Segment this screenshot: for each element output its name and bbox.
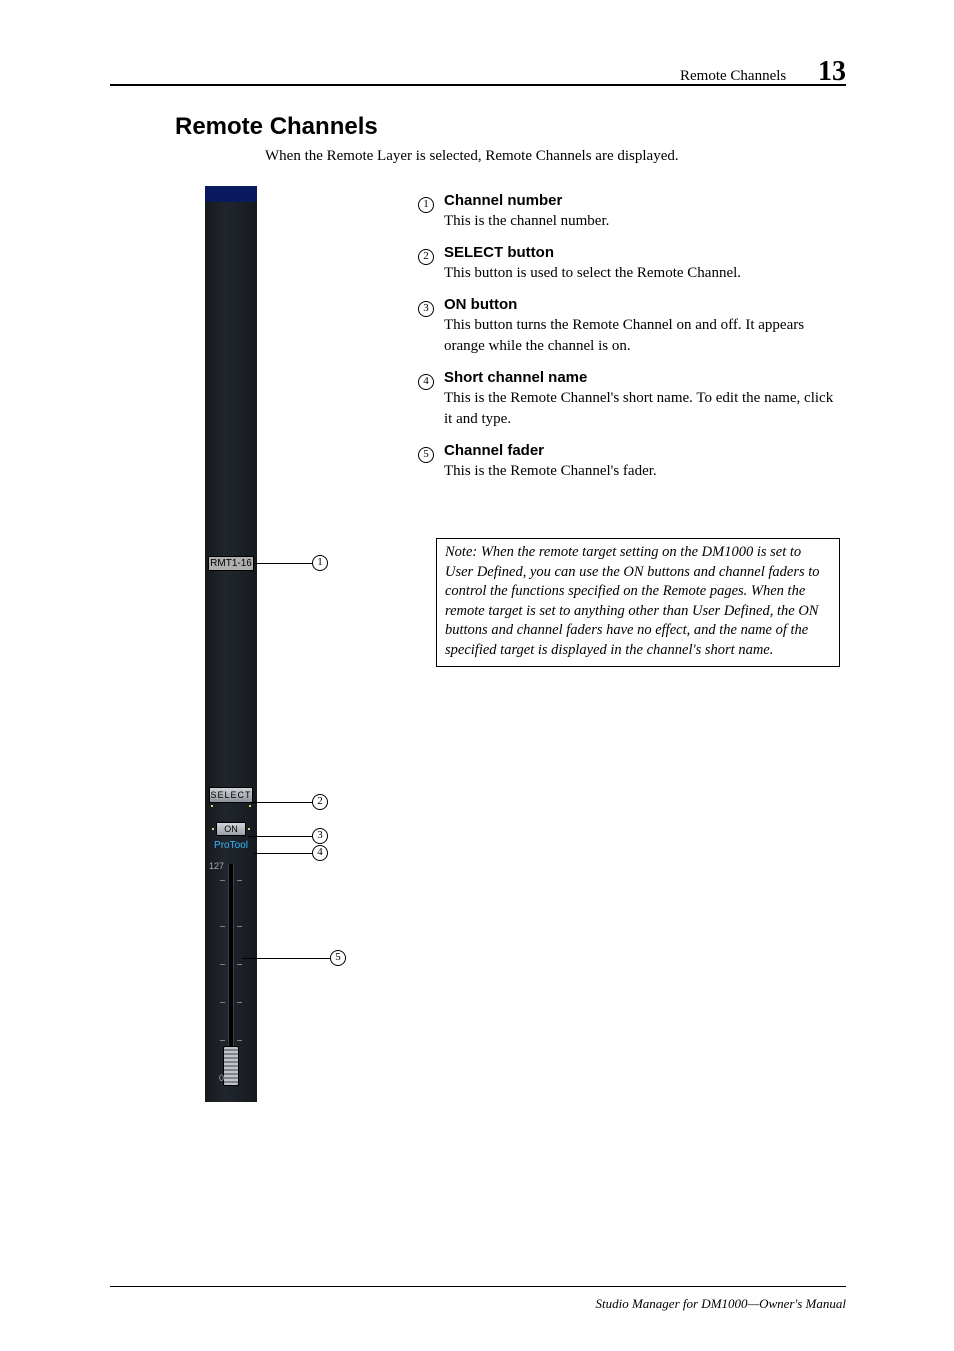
item-title: SELECT button — [444, 242, 554, 263]
callout-line — [254, 853, 312, 854]
note-box: Note: When the remote target setting on … — [436, 538, 840, 667]
callout-number-icon: 5 — [330, 950, 346, 966]
callout-number-icon: 2 — [312, 794, 328, 810]
item-number-icon: 5 — [418, 447, 434, 463]
item-body: This is the Remote Channel's short name.… — [444, 388, 838, 430]
callout-line — [252, 802, 312, 803]
item-body: This button turns the Remote Channel on … — [444, 315, 838, 357]
fader-scale-bottom: 0 — [219, 1072, 224, 1085]
callout-number-icon: 3 — [312, 828, 328, 844]
page-title: Remote Channels — [175, 110, 378, 144]
fader-scale-top: 127 — [209, 860, 224, 873]
fader-tick — [237, 1002, 242, 1003]
item-body: This is the Remote Channel's fader. — [444, 461, 838, 482]
callout-line — [242, 958, 330, 959]
callout: 5 — [242, 950, 346, 966]
item-title: Channel fader — [444, 440, 544, 461]
header-rule — [110, 84, 846, 86]
item-number-icon: 2 — [418, 249, 434, 265]
on-button[interactable]: ON — [216, 822, 246, 836]
select-button[interactable]: SELECT — [209, 787, 253, 803]
definition-item: 5 Channel faderThis is the Remote Channel… — [418, 440, 838, 482]
callout-line — [254, 563, 312, 564]
item-title: Channel number — [444, 190, 562, 211]
definition-item: 4 Short channel nameThis is the Remote Ch… — [418, 367, 838, 430]
definition-item: 2 SELECT buttonThis button is used to sel… — [418, 242, 838, 284]
fader-tick — [220, 880, 225, 881]
fader-tick — [220, 1002, 225, 1003]
callout-line — [249, 836, 312, 837]
callout: 3 — [249, 828, 328, 844]
fader-tick — [220, 926, 225, 927]
short-channel-name[interactable]: ProTool — [207, 839, 255, 853]
fader-tick — [220, 964, 225, 965]
item-body: This is the channel number. — [444, 211, 838, 232]
fader-tick — [237, 964, 242, 965]
callout-number-icon: 4 — [312, 845, 328, 861]
definition-item: 1 Channel numberThis is the channel numbe… — [418, 190, 838, 232]
fader-tick — [237, 880, 242, 881]
footer-rule — [110, 1286, 846, 1287]
item-number-icon: 4 — [418, 374, 434, 390]
callout: 1 — [254, 555, 328, 571]
item-number-icon: 3 — [418, 301, 434, 317]
item-body: This button is used to select the Remote… — [444, 263, 838, 284]
strip-top-bar — [205, 186, 257, 202]
fader-knob[interactable] — [223, 1046, 239, 1086]
intro-text: When the Remote Layer is selected, Remot… — [265, 146, 840, 167]
footer-text: Studio Manager for DM1000—Owner's Manual — [596, 1295, 847, 1313]
fader-tick — [237, 926, 242, 927]
item-title: ON button — [444, 294, 517, 315]
item-number-icon: 1 — [418, 197, 434, 213]
fader-tick — [220, 1040, 225, 1041]
callout: 4 — [254, 845, 328, 861]
callout-number-icon: 1 — [312, 555, 328, 571]
fader-tick — [237, 1040, 242, 1041]
callout: 2 — [252, 794, 328, 810]
item-title: Short channel name — [444, 367, 587, 388]
channel-number-label: RMT1-16 — [208, 556, 254, 571]
definition-item: 3 ON buttonThis button turns the Remote C… — [418, 294, 838, 357]
